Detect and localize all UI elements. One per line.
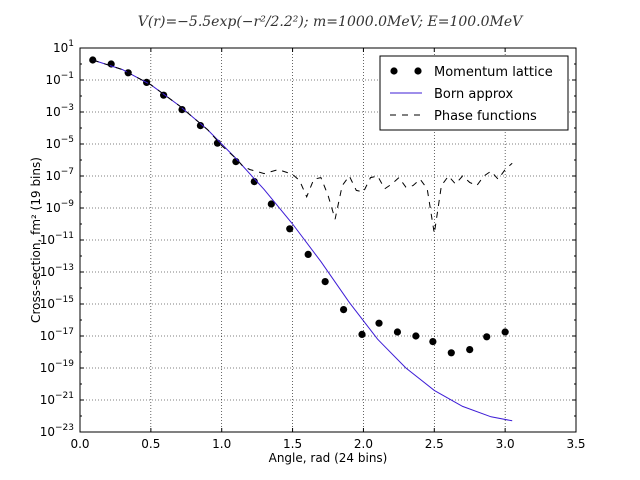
data-point-momentum-lattice [304,250,312,258]
legend: Momentum lattice Born approx Phase funct… [379,55,569,131]
y-axis-label: Cross-section, fm² (19 bins) [29,157,43,323]
legend-label-momentum-lattice: Momentum lattice [434,65,553,80]
data-point-momentum-lattice [483,333,491,341]
data-point-momentum-lattice [339,306,348,314]
data-point-momentum-lattice [286,225,294,233]
x-tick-label: 0.5 [141,437,160,451]
series-line-phase-functions [92,59,513,234]
legend-marker-momentum-lattice [414,67,422,75]
data-point-momentum-lattice [393,328,402,336]
series-layer [89,56,513,422]
data-point-momentum-lattice [466,346,474,354]
data-point-momentum-lattice [429,338,437,346]
x-tick-label: 3.5 [566,437,585,451]
y-tick-label: 10−11 [40,231,74,247]
series-line-born-approx [92,59,513,422]
y-tick-label: 10−23 [40,423,74,439]
data-point-momentum-lattice [412,332,420,340]
data-point-momentum-lattice [250,178,258,186]
y-tick-labels: 101 10−1 10−3 10−5 10−7 10−9 10−11 10−13 10−15 10… [40,39,75,439]
data-point-momentum-lattice [213,139,222,147]
y-tick-label: 10−19 [40,359,75,375]
y-tick-label: 10−5 [45,135,74,151]
data-point-momentum-lattice [375,319,383,327]
y-tick-label: 101 [53,39,74,55]
y-tick-label: 10−9 [45,199,74,215]
legend-label-phase-functions: Phase functions [434,109,537,124]
x-tick-label: 1.0 [212,437,231,451]
data-point-momentum-lattice [447,349,455,357]
chart-title: V(r)=−5.5exp(−r²/2.2²); m=1000.0MeV; E=1… [138,14,524,30]
data-point-momentum-lattice [267,200,275,208]
x-tick-labels: 0.0 0.5 1.0 1.5 2.0 2.5 3.0 3.5 [70,437,585,451]
y-tick-label: 10−15 [40,295,74,311]
y-tick-label: 10−7 [45,167,74,183]
data-point-momentum-lattice [196,122,205,130]
y-tick-label: 10−17 [40,327,74,343]
y-tick-label: 10−1 [45,71,74,87]
data-point-momentum-lattice [321,278,329,286]
y-tick-label: 10−21 [40,391,74,407]
legend-marker-momentum-lattice [390,67,398,75]
axis-ticks [79,47,577,433]
x-tick-label: 2.5 [425,437,444,451]
x-tick-label: 3.0 [496,437,515,451]
data-point-momentum-lattice [89,56,97,64]
y-tick-label: 10−3 [45,103,74,119]
data-point-momentum-lattice [178,106,186,114]
y-tick-label: 10−13 [40,263,74,279]
data-point-momentum-lattice [501,328,509,336]
x-axis-label: Angle, rad (24 bins) [269,451,388,465]
data-point-momentum-lattice [358,330,366,338]
x-tick-label: 1.5 [283,437,302,451]
x-tick-label: 0.0 [70,437,89,451]
x-tick-label: 2.0 [354,437,373,451]
legend-label-born-approx: Born approx [434,87,513,102]
